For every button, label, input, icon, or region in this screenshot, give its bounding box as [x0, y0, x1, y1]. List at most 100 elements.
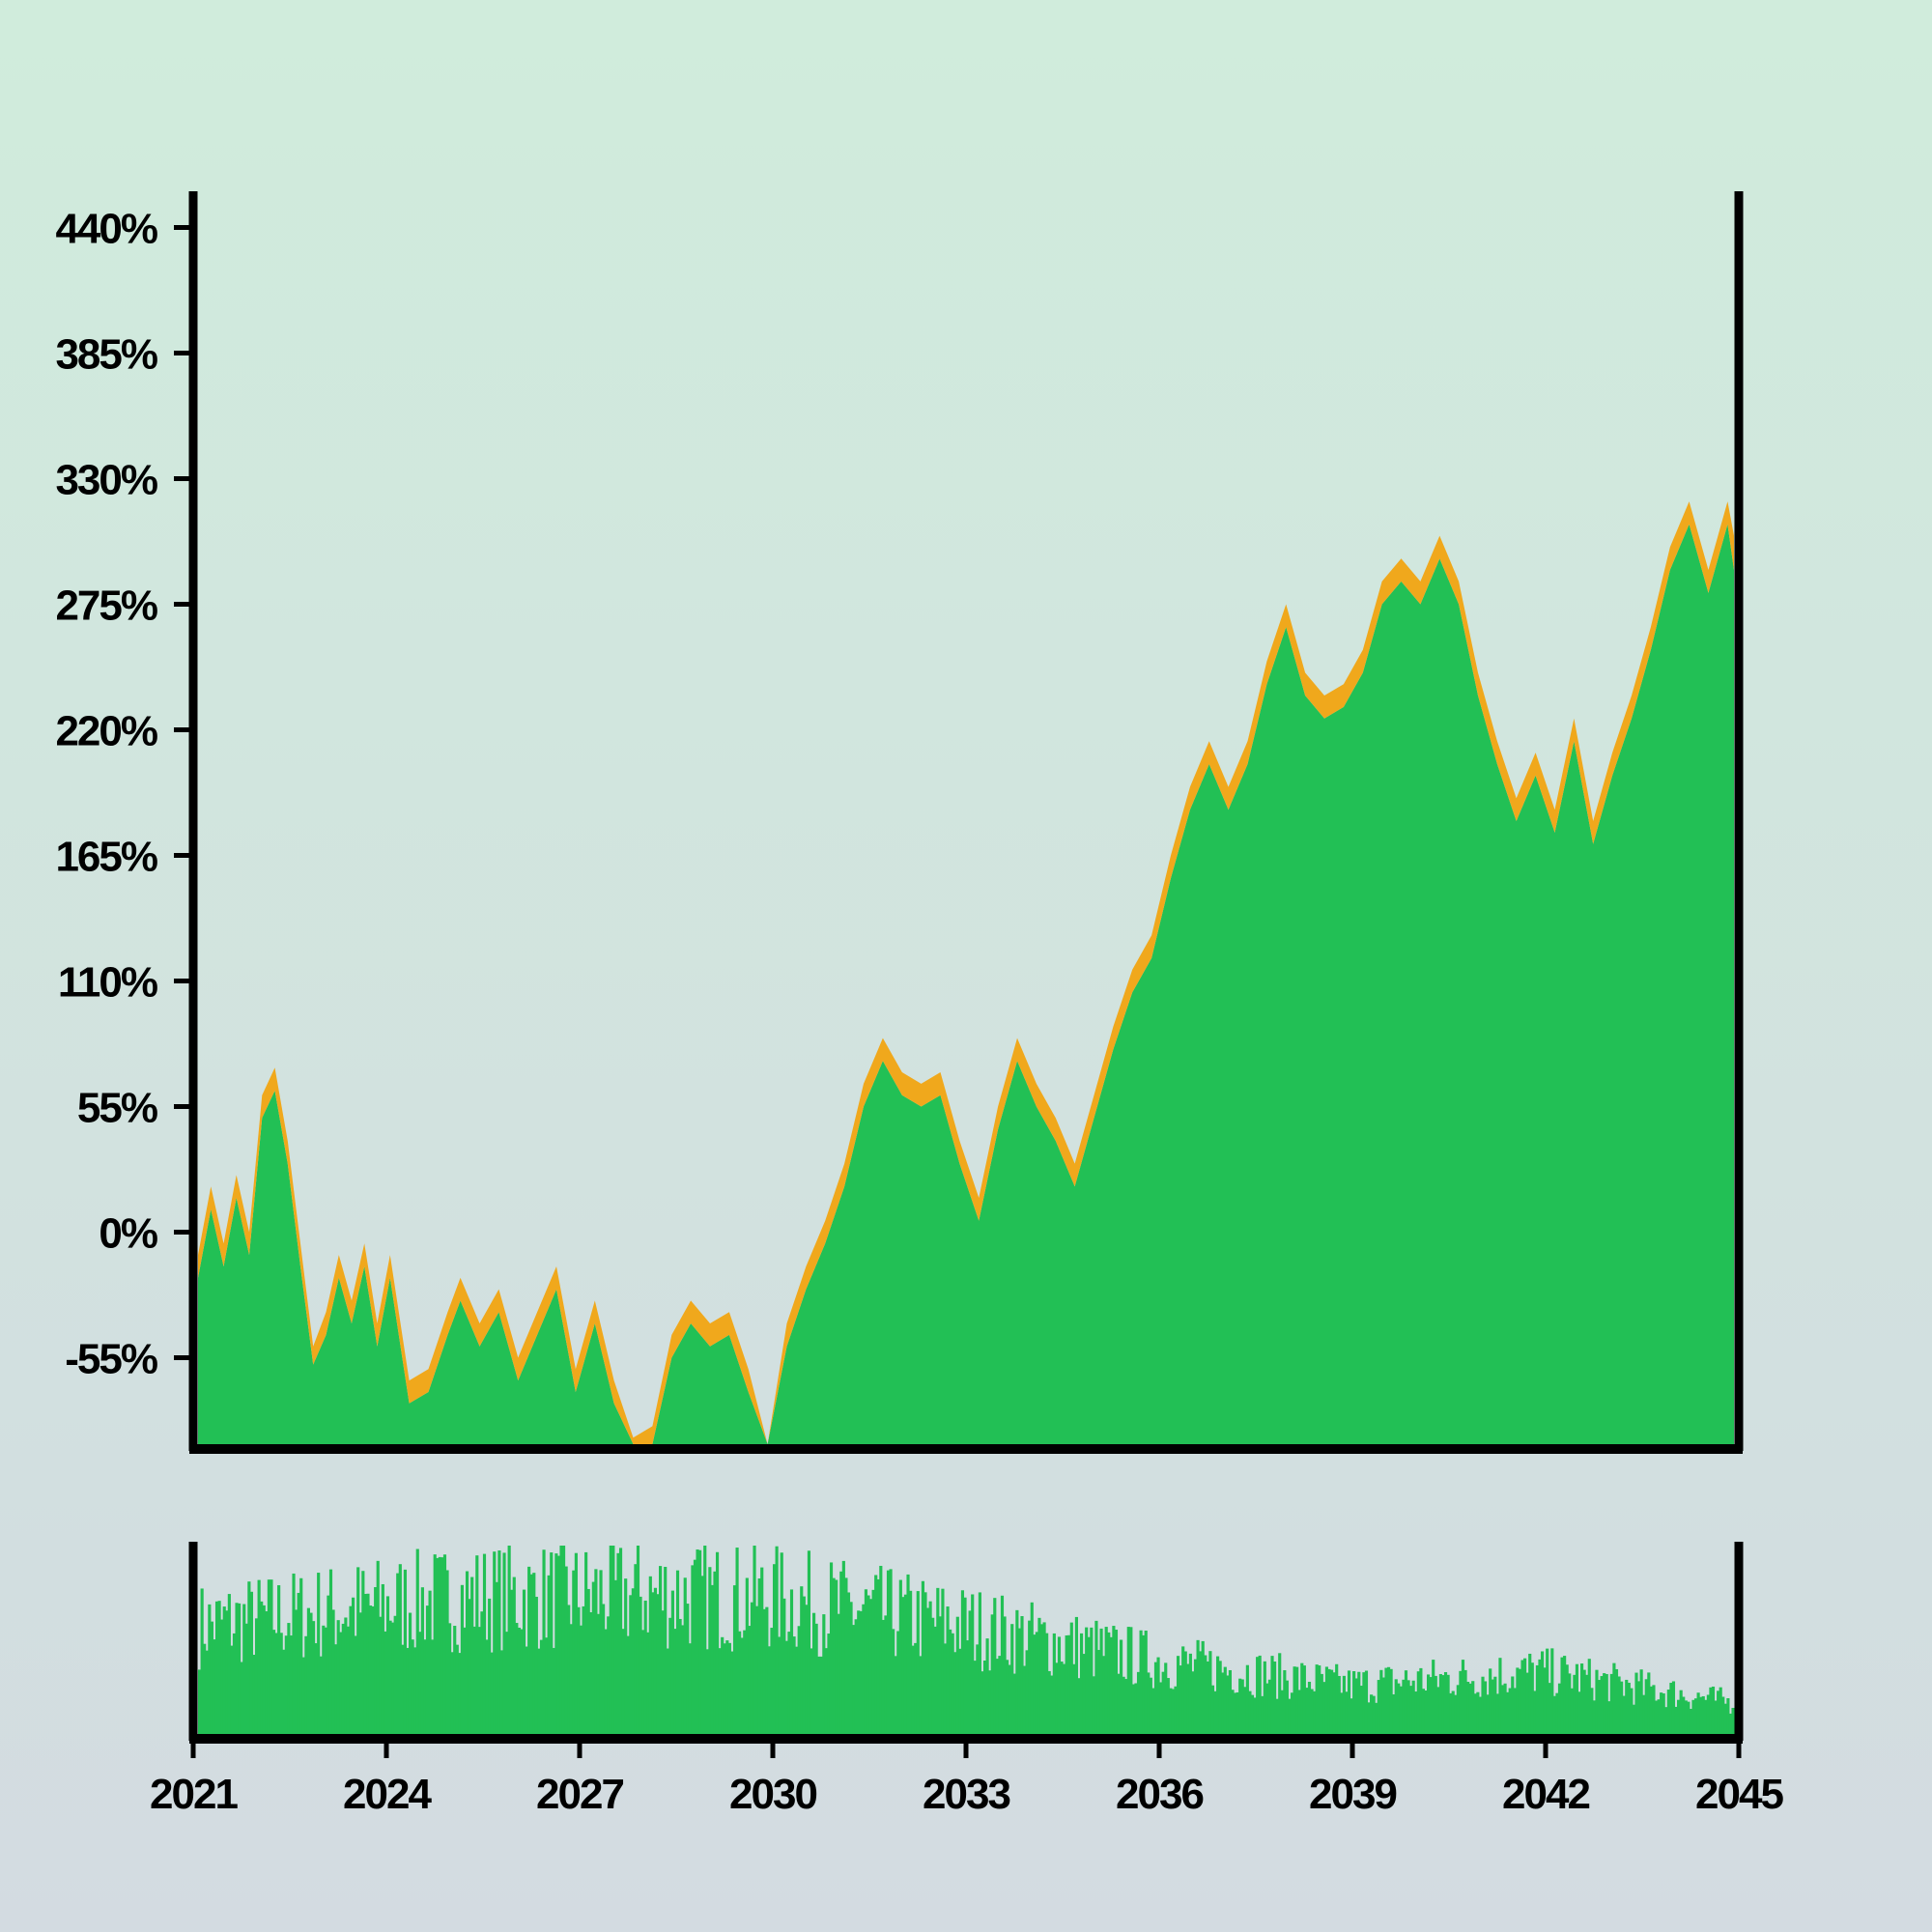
volume-bar [339, 1632, 343, 1734]
volume-bar [336, 1620, 340, 1734]
volume-bar [1012, 1673, 1016, 1734]
volume-bar [1414, 1691, 1418, 1734]
volume-bar [762, 1608, 766, 1734]
volume-bar [1404, 1670, 1408, 1734]
volume-bar [1660, 1692, 1663, 1734]
volume-bar [554, 1553, 558, 1734]
volume-bar [227, 1594, 231, 1734]
volume-bar [1354, 1678, 1358, 1734]
volume-bar [324, 1627, 327, 1734]
volume-bar [1533, 1690, 1537, 1734]
x-tick-label: 2021 [150, 1771, 238, 1818]
volume-bar [589, 1612, 593, 1734]
volume-bar [431, 1639, 435, 1734]
volume-bar [358, 1612, 362, 1734]
volume-bar [572, 1570, 576, 1734]
volume-bar [361, 1571, 365, 1734]
volume-bar [1446, 1674, 1450, 1734]
volume-bar [445, 1570, 449, 1734]
volume-bar [1283, 1670, 1287, 1734]
volume-bar [230, 1645, 234, 1734]
volume-bar [1701, 1695, 1705, 1734]
volume-bar [527, 1566, 531, 1734]
volume-bar [1345, 1691, 1349, 1734]
volume-bar [1717, 1690, 1720, 1734]
volume-bar [1020, 1616, 1024, 1734]
volume-bar [1357, 1671, 1361, 1734]
volume-bar [1120, 1639, 1123, 1734]
volume-bar [668, 1617, 672, 1734]
volume-bar [681, 1625, 685, 1734]
volume-bar [385, 1596, 390, 1734]
volume-bar [217, 1601, 221, 1734]
volume-bar [363, 1594, 367, 1734]
volume-bar [745, 1577, 749, 1734]
volume-bar [277, 1585, 281, 1734]
volume-bar [1295, 1666, 1299, 1734]
volume-bar [862, 1604, 866, 1734]
volume-bar [1074, 1616, 1078, 1734]
volume-bar [1065, 1634, 1068, 1734]
volume-bar [1657, 1699, 1661, 1734]
volume-bar [1006, 1660, 1009, 1734]
volume-bar [1585, 1674, 1589, 1734]
volume-bar [1557, 1683, 1562, 1734]
volume-bar [822, 1614, 826, 1734]
volume-bar [928, 1601, 932, 1734]
volume-bar [1506, 1691, 1510, 1734]
volume-bar [1386, 1666, 1391, 1734]
volume-bar [1067, 1634, 1071, 1734]
volume-bar [559, 1546, 563, 1734]
volume-bar [1142, 1634, 1146, 1734]
volume-bar [1392, 1693, 1396, 1734]
volume-bar [388, 1620, 392, 1734]
volume-bar [1666, 1690, 1670, 1734]
volume-bar [406, 1647, 410, 1734]
volume-bar [789, 1589, 794, 1734]
volume-bar [1483, 1681, 1488, 1734]
volume-bar [1421, 1689, 1426, 1734]
volume-bar [955, 1616, 959, 1734]
volume-bar [242, 1604, 246, 1734]
volume-bar [529, 1574, 533, 1734]
volume-bar [1270, 1656, 1274, 1734]
volume-bar [1493, 1676, 1497, 1734]
volume-bar [1687, 1701, 1690, 1734]
volume-bar [1516, 1667, 1520, 1734]
volume-bar [814, 1623, 818, 1734]
volume-bar [864, 1589, 868, 1734]
volume-bar [257, 1579, 261, 1734]
volume-bar [1218, 1661, 1222, 1734]
volume-bar [1313, 1690, 1317, 1734]
volume-bar [1307, 1681, 1312, 1734]
volume-bar [829, 1562, 834, 1734]
volume-bar [1696, 1692, 1700, 1734]
volume-bar [517, 1627, 521, 1734]
volume-bar [659, 1566, 663, 1734]
volume-bar [1144, 1631, 1148, 1734]
volume-bar [418, 1632, 422, 1734]
volume-bar [1669, 1683, 1673, 1734]
volume-bar [1498, 1658, 1502, 1734]
volume-bar [1267, 1679, 1272, 1734]
volume-bar [898, 1579, 902, 1734]
volume-bar [591, 1581, 595, 1734]
volume-bar [1171, 1689, 1176, 1734]
volume-bar [810, 1648, 813, 1734]
volume-bar [1434, 1675, 1437, 1734]
volume-bar [550, 1552, 554, 1734]
volume-bar [271, 1630, 276, 1734]
volume-bar [200, 1588, 204, 1734]
volume-bar [381, 1583, 384, 1734]
volume-bar [438, 1556, 441, 1734]
volume-bar [488, 1598, 492, 1734]
volume-bar [881, 1619, 885, 1734]
volume-bar [1329, 1669, 1334, 1734]
volume-bar [1149, 1677, 1152, 1734]
volume-bar [1156, 1657, 1160, 1734]
volume-bar [894, 1656, 897, 1734]
volume-bar [1151, 1688, 1155, 1734]
volume-bar [1630, 1688, 1634, 1734]
volume-bar [448, 1623, 452, 1734]
volume-bar [1719, 1687, 1722, 1734]
